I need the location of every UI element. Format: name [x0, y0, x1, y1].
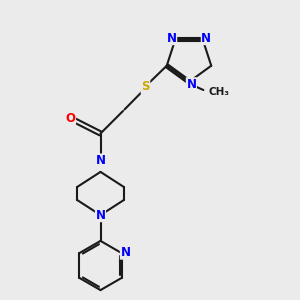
- Text: N: N: [167, 32, 177, 45]
- Text: N: N: [120, 246, 130, 259]
- Text: N: N: [95, 154, 106, 167]
- Text: N: N: [186, 78, 197, 91]
- Text: S: S: [141, 80, 150, 94]
- Text: N: N: [95, 208, 106, 222]
- Text: CH₃: CH₃: [208, 87, 230, 98]
- Text: O: O: [65, 112, 76, 125]
- Text: N: N: [201, 32, 212, 45]
